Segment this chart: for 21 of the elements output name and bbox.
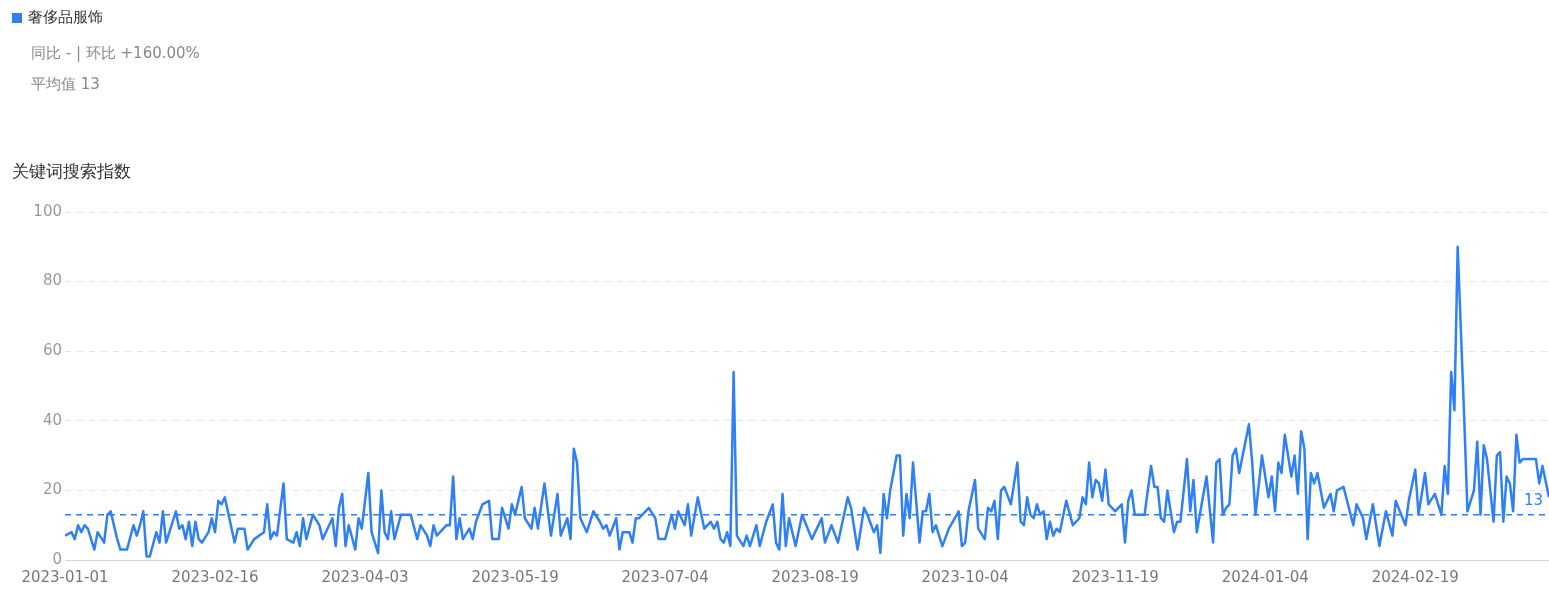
x-tick-label: 2023-05-19 bbox=[471, 567, 559, 586]
x-tick-label: 2023-01-01 bbox=[21, 567, 109, 586]
x-tick-label: 2023-02-16 bbox=[171, 567, 259, 586]
y-tick-label: 0 bbox=[52, 549, 62, 568]
text: 同比 - | 环比 +160.00% bbox=[31, 44, 200, 63]
y-tick-label: 40 bbox=[42, 410, 62, 429]
ref-line-label: 13 bbox=[1523, 491, 1543, 510]
text: 平均值 13 bbox=[31, 75, 100, 94]
x-tick-label: 2024-02-19 bbox=[1371, 567, 1459, 586]
y-tick-label: 100 bbox=[33, 201, 62, 220]
x-tick-label: 2023-07-04 bbox=[621, 567, 709, 586]
y-axis-title: 关键词搜索指数 bbox=[12, 160, 131, 183]
x-tick-label: 2023-11-19 bbox=[1071, 567, 1159, 586]
legend-label: 奢侈品服饰 bbox=[28, 8, 103, 27]
x-tick-label: 2023-04-03 bbox=[321, 567, 409, 586]
y-tick-label: 20 bbox=[42, 480, 62, 499]
x-tick-label: 2023-08-19 bbox=[771, 567, 859, 586]
y-tick-label: 80 bbox=[42, 271, 62, 290]
y-tick-label: 60 bbox=[42, 341, 62, 360]
x-tick-label: 2023-10-04 bbox=[921, 567, 1009, 586]
x-tick-label: 2024-01-04 bbox=[1221, 567, 1309, 586]
